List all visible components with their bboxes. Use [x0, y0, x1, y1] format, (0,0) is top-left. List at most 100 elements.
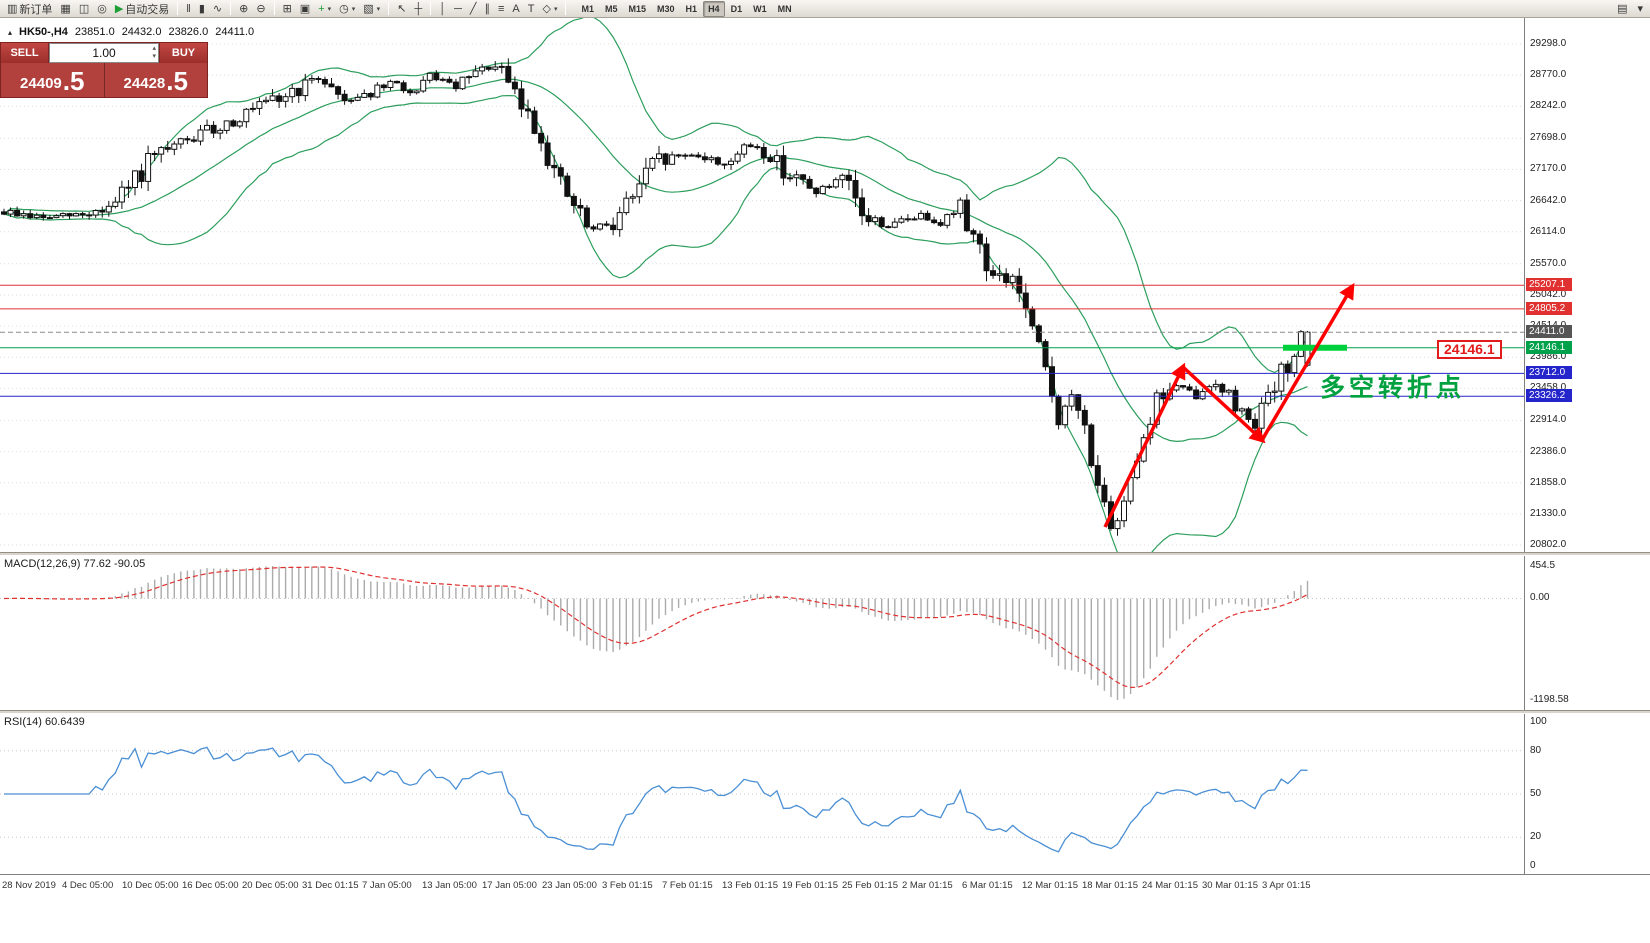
- tile-windows-icon[interactable]: ⊞: [279, 1, 296, 17]
- vertical-line-icon-glyph: │: [439, 2, 447, 15]
- timeframe-h1[interactable]: H1: [685, 3, 698, 14]
- navigator-icon-glyph: ◎: [97, 2, 107, 15]
- toolbar-options-icon[interactable]: ▾: [1633, 1, 1647, 17]
- rsi-plot[interactable]: [0, 714, 1524, 874]
- horizontal-line-icon-glyph: ─: [454, 2, 462, 15]
- toolbar-separator: [388, 2, 390, 15]
- chart-bars-icon[interactable]: ‖: [182, 1, 195, 17]
- timeframe-h4[interactable]: H4: [703, 0, 725, 17]
- one-click-trading-panel: SELL 1.00 ▴ ▾ BUY 24409 .5 24428 .5: [0, 42, 208, 98]
- sell-button[interactable]: SELL: [1, 43, 49, 63]
- cursor-icon-glyph: ↖: [397, 2, 407, 15]
- trendline-icon[interactable]: ╱: [466, 1, 481, 17]
- market-watch-icon[interactable]: ◫: [75, 1, 93, 17]
- price-level-callout[interactable]: 24146.1: [1437, 340, 1502, 359]
- volume-input[interactable]: 1.00 ▴ ▾: [49, 43, 159, 63]
- text-icon[interactable]: A: [508, 1, 523, 17]
- time-axis-label: 19 Feb 01:15: [782, 880, 838, 891]
- timeframe-m30[interactable]: M30: [657, 3, 675, 14]
- sell-price[interactable]: 24409 .5: [1, 63, 105, 97]
- templates-button-glyph: ▧: [363, 2, 374, 15]
- indicators-button-glyph: +: [318, 2, 325, 15]
- charts-window-icon[interactable]: ▦: [56, 1, 74, 17]
- time-axis-label: 7 Feb 01:15: [662, 880, 713, 891]
- vertical-line-icon[interactable]: │: [435, 1, 450, 17]
- price-axis[interactable]: 29298.0 28770.0 28242.0 27698.0 27170.0 26642…: [1524, 18, 1650, 874]
- rsi-axis-label: 0: [1530, 860, 1536, 871]
- periods-button-glyph: ◷: [339, 2, 349, 15]
- timeframe-m15[interactable]: M15: [628, 3, 647, 14]
- timeframe-d1[interactable]: D1: [730, 3, 743, 14]
- chart-candles-icon[interactable]: ▮: [195, 1, 209, 17]
- autotrade-button[interactable]: ▶ 自动交易: [111, 1, 173, 17]
- toolbar-separator: [430, 2, 432, 15]
- navigator-icon[interactable]: ◎: [93, 1, 111, 17]
- price-axis-label: 23986.0: [1530, 351, 1567, 363]
- buy-button[interactable]: BUY: [159, 43, 207, 63]
- timeframe-mn[interactable]: MN: [777, 3, 792, 14]
- price-axis-label: 27170.0: [1530, 163, 1567, 175]
- crosshair-icon[interactable]: ┼: [410, 1, 426, 17]
- macd-plot[interactable]: [0, 556, 1524, 710]
- candlestick-plot[interactable]: [0, 18, 1524, 552]
- text-label-icon[interactable]: T: [524, 1, 539, 17]
- buy-price[interactable]: 24428 .5: [105, 63, 208, 97]
- arrows-button[interactable]: ◇ ▾: [539, 1, 562, 17]
- rsi-axis-label: 20: [1530, 831, 1542, 843]
- time-axis-label: 13 Feb 01:15: [722, 880, 778, 891]
- price-axis-label: 22914.0: [1530, 414, 1567, 426]
- time-axis-label: 28 Nov 2019: [2, 880, 56, 891]
- cursor-icon[interactable]: ↖: [393, 1, 410, 17]
- timeframe-w1[interactable]: W1: [753, 3, 767, 14]
- price-tag-23326.2: 23326.2: [1526, 389, 1572, 403]
- price-axis-label: 21858.0: [1530, 476, 1567, 488]
- volume-decrease-icon[interactable]: ▾: [152, 53, 156, 60]
- macd-panel-separator[interactable]: [0, 552, 1650, 556]
- tile-windows-icon-glyph: ⊞: [282, 2, 292, 15]
- time-axis-label: 4 Dec 05:00: [62, 880, 114, 891]
- buy-price-fraction: .5: [166, 66, 188, 96]
- fibonacci-icon-glyph: ≡: [498, 2, 505, 15]
- new-order-button[interactable]: ▥ 新订单: [3, 1, 56, 17]
- price-tag-24146.1: 24146.1: [1526, 340, 1572, 354]
- time-axis-label: 30 Mar 01:15: [1202, 880, 1258, 891]
- macd-label: MACD(12,26,9) 77.62 -90.05: [4, 558, 146, 570]
- templates-button[interactable]: ▧ ▾: [359, 1, 384, 17]
- periods-button-caret-icon: ▾: [351, 5, 356, 13]
- zoom-in-icon-glyph: ⊕: [239, 2, 249, 15]
- zoom-out-icon[interactable]: ⊖: [252, 1, 269, 17]
- turning-point-annotation: 多空转折点: [1320, 373, 1466, 402]
- time-axis-label: 12 Mar 01:15: [1022, 880, 1078, 891]
- templates-button-caret-icon: ▾: [376, 5, 381, 13]
- macd-panel[interactable]: MACD(12,26,9) 77.62 -90.05: [0, 556, 1524, 710]
- horizontal-line-icon[interactable]: ─: [450, 1, 466, 17]
- data-window-icon[interactable]: ▤: [1613, 1, 1631, 17]
- volume-increase-icon[interactable]: ▴: [152, 45, 156, 52]
- timeframe-m1[interactable]: M1: [581, 3, 594, 14]
- time-axis[interactable]: 28 Nov 2019 4 Dec 05:00 10 Dec 05:00 16 Dec…: [0, 874, 1650, 943]
- timeframe-m5[interactable]: M5: [605, 3, 618, 14]
- rsi-axis-label: 50: [1530, 788, 1542, 799]
- new-order-button-glyph: ▥: [7, 2, 18, 15]
- cascade-windows-icon[interactable]: ▣: [296, 1, 314, 17]
- time-axis-label: 7 Jan 05:00: [362, 880, 412, 891]
- time-axis-label: 3 Apr 01:15: [1262, 880, 1311, 891]
- zoom-in-icon[interactable]: ⊕: [235, 1, 252, 17]
- periods-button[interactable]: ◷ ▾: [335, 1, 359, 17]
- crosshair-icon-glyph: ┼: [414, 2, 423, 15]
- fibonacci-icon[interactable]: ≡: [494, 1, 508, 17]
- market-watch-icon-glyph: ◫: [78, 2, 90, 15]
- channel-icon-glyph: ∥: [484, 2, 491, 15]
- time-axis-label: 3 Feb 01:15: [602, 880, 653, 891]
- price-axis-label: 26114.0: [1530, 225, 1566, 237]
- chart-area[interactable]: ▴ HK50-,H4 23851.0 24432.0 23826.0 24411…: [0, 18, 1524, 552]
- autotrade-button-glyph: ▶: [114, 2, 124, 15]
- text-icon-glyph: A: [512, 2, 520, 15]
- price-tag-24411.0: 24411.0: [1526, 325, 1572, 339]
- price-axis-label: 21330.0: [1530, 507, 1567, 519]
- channel-icon[interactable]: ∥: [481, 1, 495, 17]
- rsi-panel[interactable]: RSI(14) 60.6439: [0, 714, 1524, 874]
- rsi-panel-separator[interactable]: [0, 710, 1650, 714]
- chart-line-icon[interactable]: ∿: [209, 1, 226, 17]
- indicators-button[interactable]: + ▾: [314, 1, 335, 17]
